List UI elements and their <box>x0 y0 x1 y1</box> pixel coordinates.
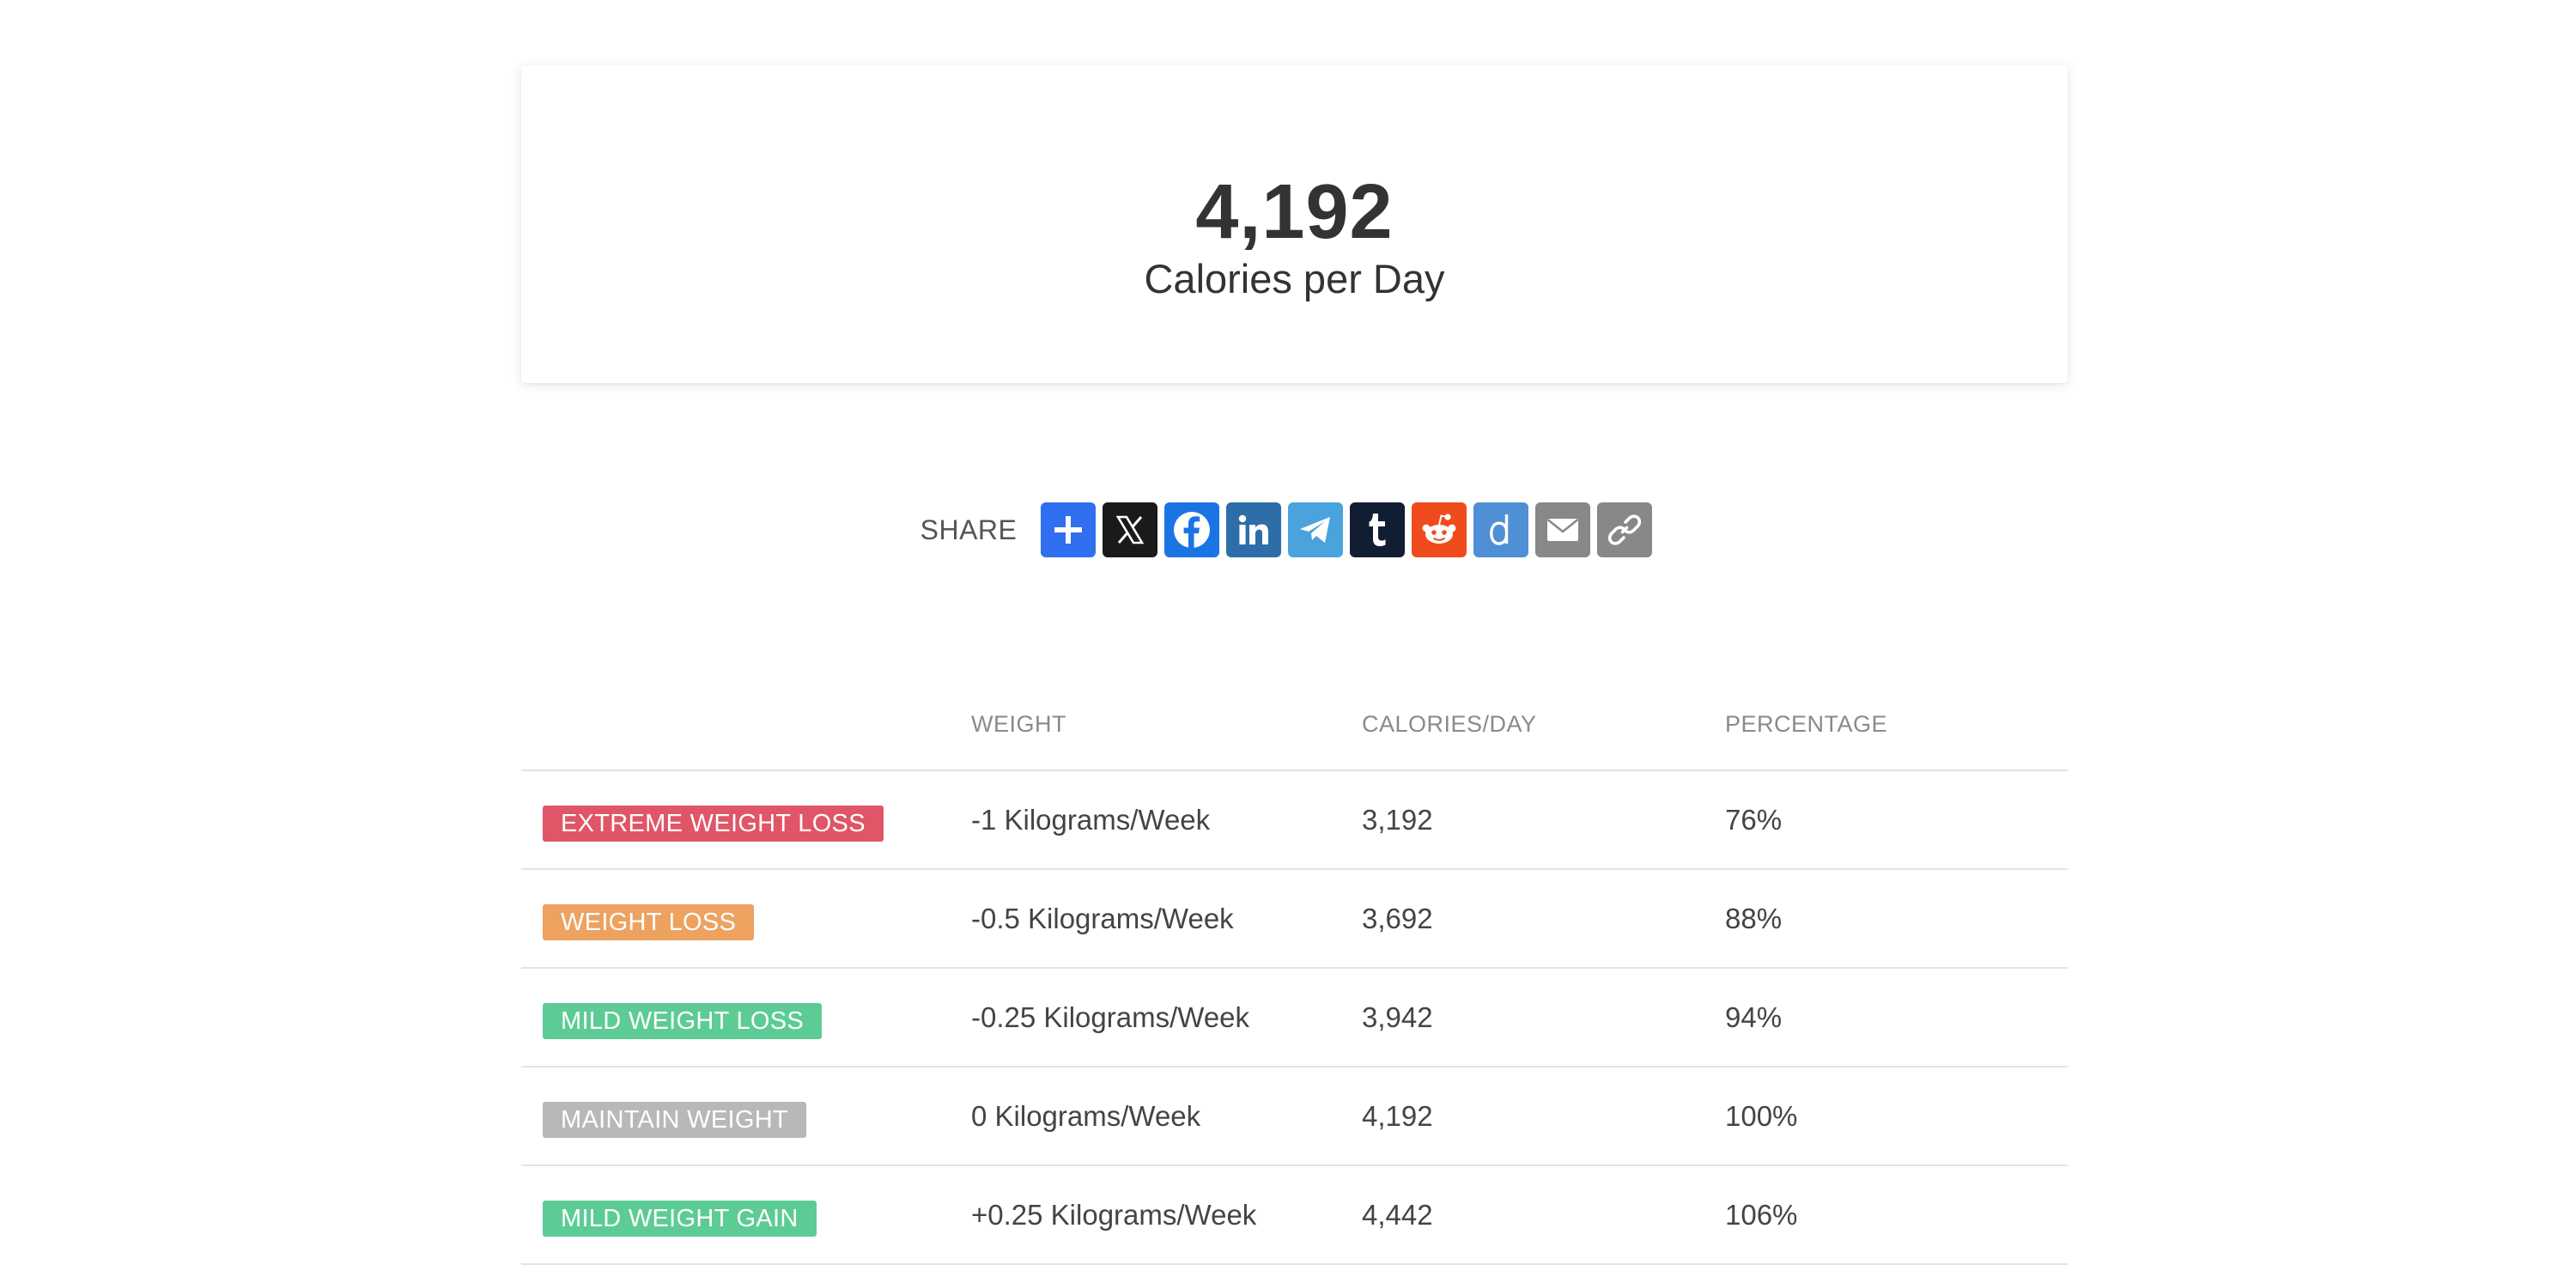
percentage-cell: 88% <box>1725 903 1783 934</box>
table-row: EXTREME WEIGHT LOSS -1 Kilograms/Week 3,… <box>521 771 2068 870</box>
calories-cell: 3,192 <box>1362 804 1433 836</box>
share-label: SHARE <box>920 514 1018 545</box>
tumblr-icon <box>1369 514 1386 546</box>
header-weight: WEIGHT <box>971 711 1066 737</box>
calories-result-value: 4,192 <box>1195 169 1394 255</box>
goal-badge: MAINTAIN WEIGHT <box>543 1102 806 1138</box>
x-icon <box>1116 515 1145 544</box>
copy-link-icon <box>1608 514 1642 545</box>
share-bar: SHARE <box>0 502 2576 558</box>
table-row: MILD WEIGHT GAIN +0.25 Kilograms/Week 4,… <box>521 1166 2068 1265</box>
facebook-icon <box>1174 512 1211 548</box>
table-row: MILD WEIGHT LOSS -0.25 Kilograms/Week 3,… <box>521 969 2068 1067</box>
email-icon <box>1547 518 1579 541</box>
telegram-icon <box>1300 517 1331 543</box>
reddit-icon <box>1422 514 1456 544</box>
percentage-cell: 100% <box>1725 1100 1798 1132</box>
share-tumblr-button[interactable] <box>1350 502 1406 557</box>
weight-cell: -1 Kilograms/Week <box>971 804 1211 836</box>
share-add-icon <box>1054 516 1083 544</box>
share-telegram-button[interactable] <box>1288 502 1344 557</box>
result-card: 4,192 Calories per Day <box>521 65 2068 383</box>
calories-result-label: Calories per Day <box>1144 256 1445 301</box>
table-row: MAINTAIN WEIGHT 0 Kilograms/Week 4,192 1… <box>521 1067 2068 1166</box>
header-calories-per-day: CALORIES/DAY <box>1362 711 1537 737</box>
share-diigo-button[interactable] <box>1473 502 1529 557</box>
share-linkedin-button[interactable] <box>1226 502 1282 557</box>
share-facebook-button[interactable] <box>1164 502 1220 557</box>
header-percentage: PERCENTAGE <box>1725 711 1888 737</box>
goal-badge: EXTREME WEIGHT LOSS <box>543 806 884 842</box>
linkedin-icon <box>1239 514 1269 544</box>
weight-cell: +0.25 Kilograms/Week <box>971 1199 1257 1231</box>
goal-badge: MILD WEIGHT GAIN <box>543 1201 817 1237</box>
percentage-cell: 106% <box>1725 1199 1798 1231</box>
share-copy-link-button[interactable] <box>1597 502 1653 557</box>
goal-badge: MILD WEIGHT LOSS <box>543 1003 823 1039</box>
table-header: WEIGHT CALORIES/DAY PERCENTAGE <box>521 692 2068 771</box>
diigo-icon <box>1490 514 1509 545</box>
share-add-button[interactable] <box>1041 502 1097 557</box>
share-x-button[interactable] <box>1103 502 1158 557</box>
percentage-cell: 94% <box>1725 1001 1783 1033</box>
calorie-goals-table: WEIGHT CALORIES/DAY PERCENTAGE EXTREME W… <box>521 692 2068 1265</box>
weight-cell: -0.5 Kilograms/Week <box>971 903 1234 934</box>
percentage-cell: 76% <box>1725 804 1783 836</box>
share-reddit-button[interactable] <box>1412 502 1467 557</box>
calories-cell: 4,442 <box>1362 1199 1433 1231</box>
calories-cell: 3,942 <box>1362 1001 1433 1033</box>
table-row: WEIGHT LOSS -0.5 Kilograms/Week 3,692 88… <box>521 870 2068 969</box>
goal-badge: WEIGHT LOSS <box>543 904 755 940</box>
weight-cell: 0 Kilograms/Week <box>971 1100 1201 1132</box>
calories-cell: 3,692 <box>1362 903 1433 934</box>
weight-cell: -0.25 Kilograms/Week <box>971 1001 1250 1033</box>
calories-cell: 4,192 <box>1362 1100 1433 1132</box>
share-email-button[interactable] <box>1535 502 1591 557</box>
